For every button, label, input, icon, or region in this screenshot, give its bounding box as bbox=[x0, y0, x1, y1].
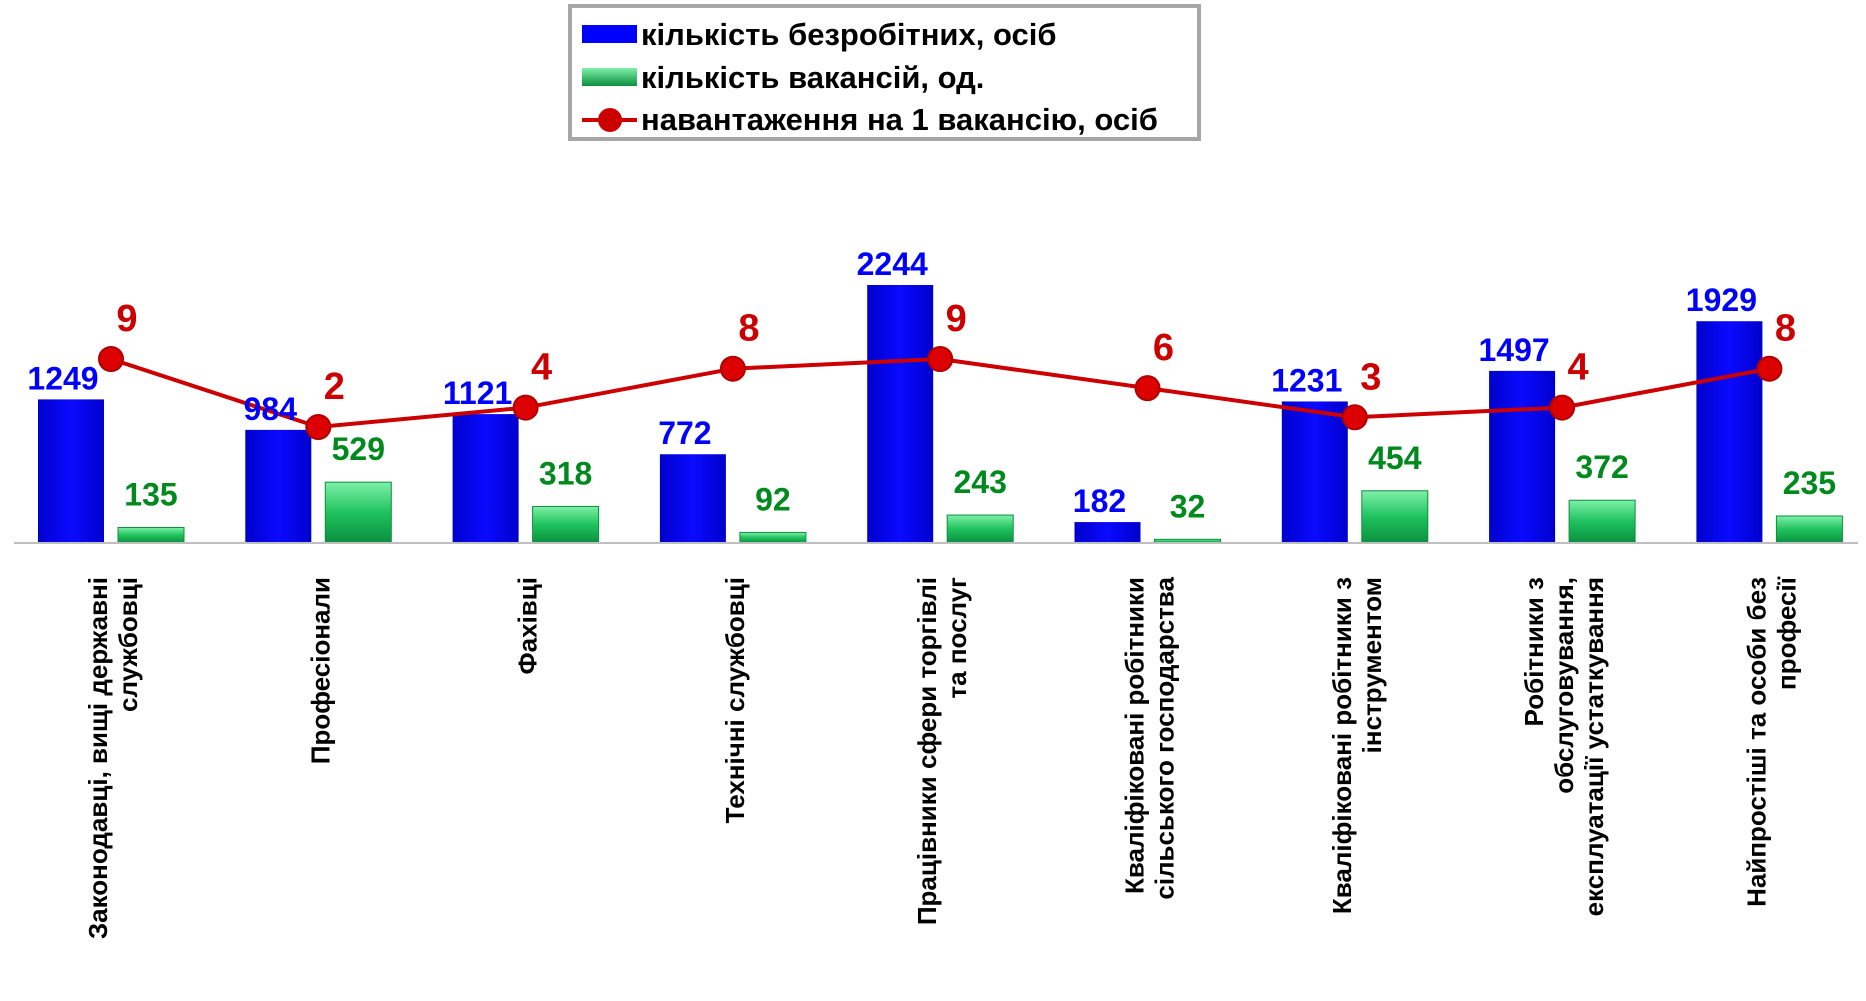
bar-unemployed bbox=[1489, 370, 1556, 543]
svg-text:Фахівці: Фахівці bbox=[513, 577, 543, 675]
bar-unemployed bbox=[452, 414, 519, 543]
label-load: 9 bbox=[116, 298, 137, 340]
label-vacancies: 135 bbox=[124, 476, 177, 512]
label-unemployed: 182 bbox=[1073, 483, 1126, 519]
label-load: 8 bbox=[738, 308, 759, 350]
label-unemployed: 1929 bbox=[1686, 282, 1757, 318]
category-label: Законодавці, вищі державніслужбовці bbox=[83, 577, 143, 939]
svg-text:Технічні службовці: Технічні службовці bbox=[720, 577, 750, 823]
legend-swatch-unemployed bbox=[582, 15, 637, 55]
category-label: Працівники сфери торгівліта послуг bbox=[912, 577, 972, 925]
label-unemployed: 2244 bbox=[857, 246, 928, 282]
legend-label-load: навантаження на 1 вакансію, осіб bbox=[641, 102, 1158, 137]
load-marker bbox=[512, 394, 539, 421]
label-unemployed: 772 bbox=[658, 415, 711, 451]
bar-unemployed bbox=[1281, 401, 1348, 543]
bar-vacancies bbox=[739, 531, 807, 544]
label-load: 4 bbox=[1568, 347, 1589, 389]
load-marker bbox=[1756, 355, 1783, 382]
category-label: Фахівці bbox=[513, 577, 543, 675]
legend-swatch-load bbox=[582, 100, 637, 140]
legend-swatch-vacancies bbox=[582, 58, 637, 98]
label-unemployed: 1121 bbox=[443, 375, 512, 411]
bar-unemployed bbox=[1696, 321, 1763, 543]
svg-text:Професіонали: Професіонали bbox=[305, 577, 335, 764]
load-marker bbox=[719, 355, 746, 382]
label-unemployed: 1497 bbox=[1479, 332, 1550, 368]
label-vacancies: 318 bbox=[539, 455, 592, 491]
svg-text:Працівники сфери торгівліта по: Працівники сфери торгівліта послуг bbox=[912, 577, 972, 925]
label-unemployed: 984 bbox=[244, 391, 298, 427]
category-label: Найпростіші та особи безпрофесії bbox=[1741, 576, 1801, 907]
legend-item-vacancies: кількість вакансій, од. bbox=[582, 58, 984, 98]
bar-unemployed bbox=[659, 454, 726, 543]
svg-text:Робітники зобслуговування,експ: Робітники зобслуговування,експлуатації у… bbox=[1519, 577, 1609, 916]
bar-vacancies bbox=[1568, 499, 1636, 544]
legend-label-vacancies: кількість вакансій, од. bbox=[641, 60, 985, 95]
load-marker bbox=[1341, 404, 1368, 431]
label-vacancies: 243 bbox=[954, 464, 1007, 500]
label-load: 6 bbox=[1153, 327, 1174, 369]
bar-unemployed bbox=[245, 429, 312, 543]
bar-vacancies bbox=[117, 526, 185, 544]
label-vacancies: 454 bbox=[1368, 440, 1422, 476]
label-load: 4 bbox=[531, 347, 552, 389]
load-marker bbox=[305, 414, 332, 440]
category-label: Робітники зобслуговування,експлуатації у… bbox=[1519, 577, 1609, 916]
label-load: 9 bbox=[946, 298, 967, 340]
bar-vacancies bbox=[1775, 515, 1843, 544]
load-marker bbox=[1549, 394, 1576, 421]
svg-text:Найпростіші та особи безпрофес: Найпростіші та особи безпрофесії bbox=[1741, 576, 1801, 907]
category-label: Кваліфіковані робітники зінструментом bbox=[1327, 577, 1387, 914]
bar-vacancies bbox=[1361, 490, 1429, 544]
label-vacancies: 32 bbox=[1170, 488, 1206, 524]
label-vacancies: 92 bbox=[755, 481, 791, 517]
label-vacancies: 235 bbox=[1783, 465, 1836, 501]
bar-vacancies bbox=[324, 481, 392, 544]
load-marker bbox=[927, 346, 954, 372]
bar-unemployed bbox=[1074, 522, 1141, 543]
svg-text:Кваліфіковані робітники зінстр: Кваліфіковані робітники зінструментом bbox=[1327, 577, 1387, 914]
legend-item-unemployed: кількість безробітних, осіб bbox=[582, 15, 1057, 55]
legend-label-unemployed: кількість безробітних, осіб bbox=[641, 17, 1057, 52]
load-marker bbox=[98, 346, 124, 372]
bar-unemployed bbox=[38, 399, 104, 543]
label-load: 8 bbox=[1775, 308, 1796, 350]
category-label: Професіонали bbox=[305, 577, 335, 764]
category-label: Технічні службовці bbox=[720, 577, 750, 823]
bar-unemployed bbox=[867, 285, 934, 543]
bar-vacancies bbox=[946, 514, 1014, 544]
load-marker bbox=[1134, 375, 1161, 402]
bar-vacancies bbox=[532, 505, 600, 544]
svg-text:Кваліфіковані робітникисільськ: Кваліфіковані робітникисільського господ… bbox=[1120, 576, 1180, 899]
label-load: 2 bbox=[324, 366, 345, 408]
category-label: Кваліфіковані робітникисільського господ… bbox=[1120, 576, 1180, 899]
label-load: 3 bbox=[1360, 356, 1381, 398]
svg-text:Законодавці, вищі державніслуж: Законодавці, вищі державніслужбовці bbox=[83, 577, 143, 939]
label-unemployed: 1231 bbox=[1271, 362, 1342, 398]
label-unemployed: 1249 bbox=[27, 360, 98, 396]
label-vacancies: 529 bbox=[332, 431, 385, 467]
legend: кількість безробітних, осіб кількість ва… bbox=[568, 4, 1201, 141]
legend-item-load: навантаження на 1 вакансію, осіб bbox=[582, 100, 1158, 140]
label-vacancies: 372 bbox=[1575, 449, 1628, 485]
